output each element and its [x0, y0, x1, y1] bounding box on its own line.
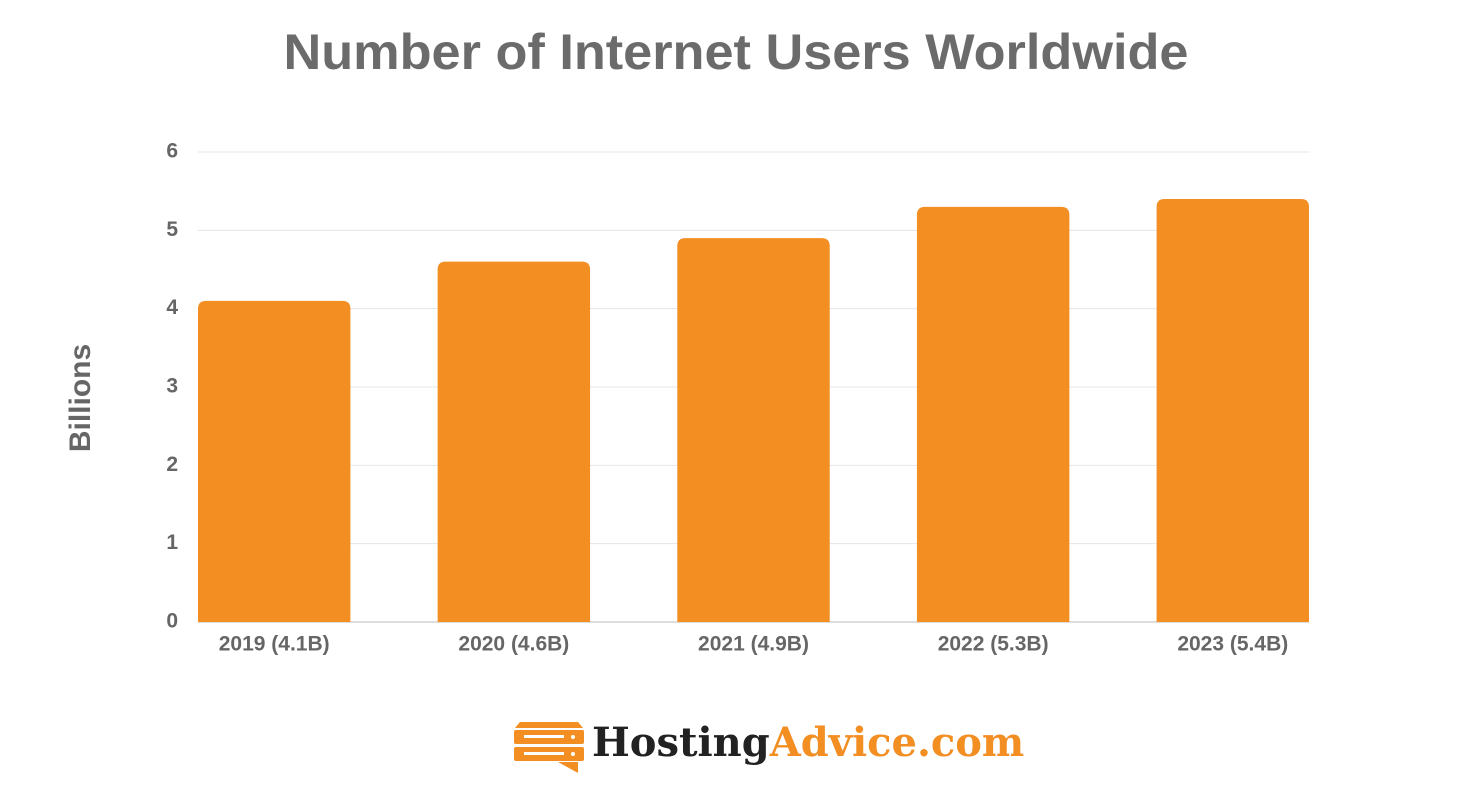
x-tick-label: 2019 (4.1B) — [219, 633, 330, 656]
x-tick-label: 2021 (4.9B) — [698, 633, 809, 656]
x-tick-label: 2020 (4.6B) — [458, 633, 569, 656]
y-tick-label: 6 — [166, 140, 178, 163]
y-axis-label: Billions — [64, 344, 97, 452]
logo: HostingAdvice.com — [514, 719, 1024, 773]
logo-icon — [514, 722, 584, 773]
y-tick-label: 3 — [166, 375, 178, 398]
bar — [1156, 199, 1309, 622]
bar — [437, 261, 591, 622]
y-tick-label: 2 — [166, 453, 178, 476]
bar — [198, 300, 351, 622]
y-tick-label: 4 — [166, 296, 178, 319]
logo-part: Hosting — [592, 719, 770, 766]
bar — [677, 238, 830, 622]
x-tick-label: 2023 (5.4B) — [1177, 633, 1288, 656]
logo-text: HostingAdvice.com — [592, 719, 1024, 766]
y-tick-label: 0 — [166, 610, 178, 633]
chart-title: Number of Internet Users Worldwide — [284, 24, 1189, 80]
bar — [916, 206, 1070, 623]
y-tick-label: 5 — [166, 218, 178, 241]
logo-part: Advice.com — [769, 719, 1025, 766]
y-tick-label: 1 — [166, 531, 178, 554]
x-tick-label: 2022 (5.3B) — [938, 633, 1049, 656]
